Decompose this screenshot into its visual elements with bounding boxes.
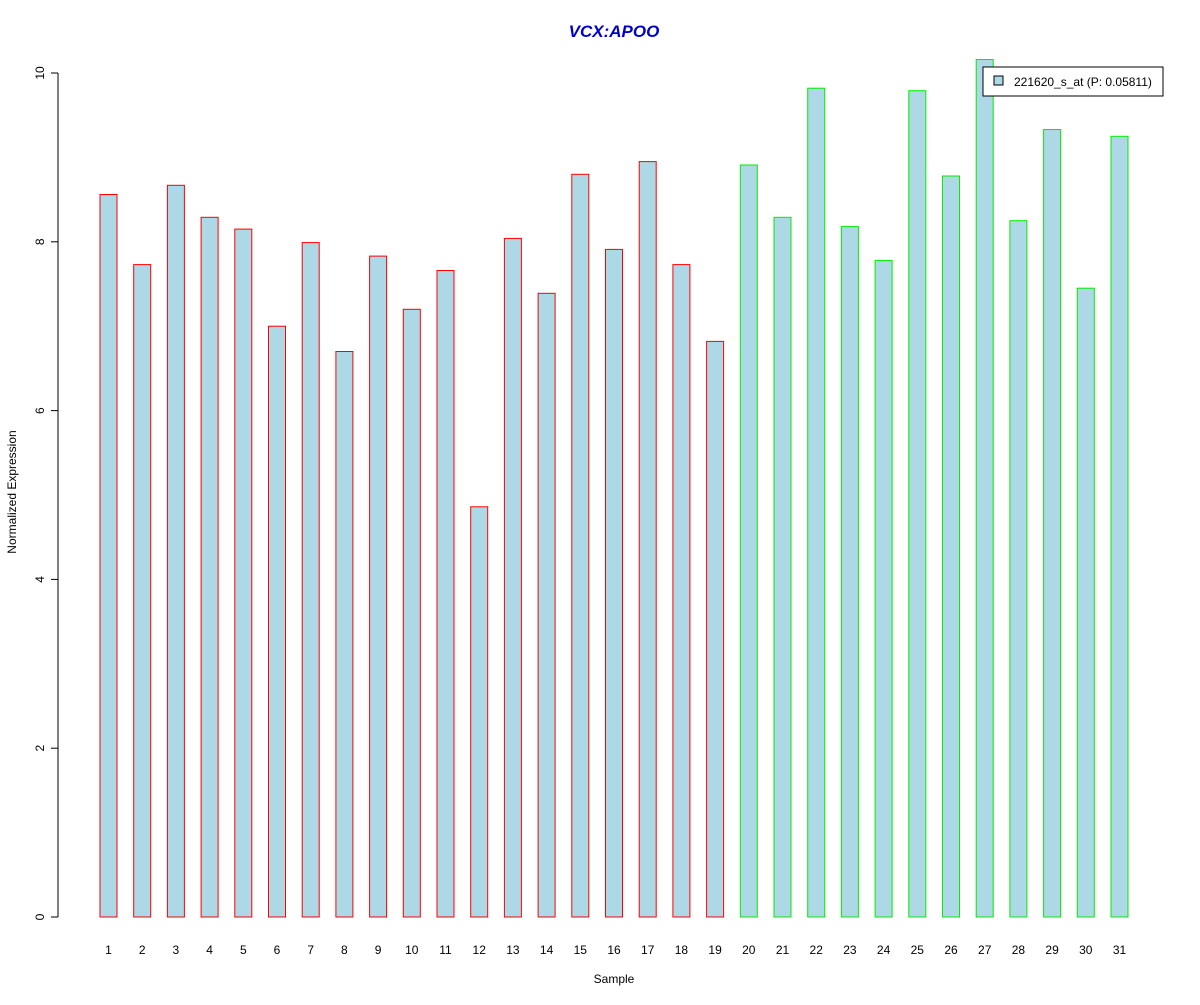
chart-title: VCX:APOO (569, 22, 660, 41)
bar-sample-27 (975, 59, 994, 918)
x-tick-label: 26 (944, 943, 958, 957)
x-tick-label: 10 (405, 943, 419, 957)
bar-sample-17 (638, 161, 657, 918)
x-tick-label: 14 (540, 943, 554, 957)
legend-box (982, 66, 1164, 97)
bar-sample-21 (773, 216, 792, 918)
bar-sample-13 (503, 237, 522, 918)
y-tick-label: 10 (33, 66, 47, 80)
bar-sample-29 (1043, 129, 1062, 918)
legend: 221620_s_at (P: 0.05811) (982, 66, 1164, 97)
bars-group (99, 59, 1129, 918)
bar-sample-31 (1110, 135, 1129, 918)
x-tick-label: 4 (206, 943, 213, 957)
bar-sample-8 (335, 351, 354, 918)
x-tick-label: 2 (139, 943, 146, 957)
x-tick-label: 8 (341, 943, 348, 957)
bar-sample-30 (1076, 287, 1095, 918)
bar-sample-26 (942, 175, 960, 918)
x-tick-label: 22 (810, 943, 824, 957)
bar-sample-20 (739, 164, 758, 918)
bar-sample-24 (874, 259, 893, 918)
bar-sample-19 (706, 340, 725, 918)
bar-sample-10 (402, 308, 421, 918)
x-axis-title: Sample (594, 972, 635, 986)
y-tick-label: 0 (33, 913, 47, 920)
bar-sample-3 (166, 184, 185, 918)
bar-sample-22 (807, 87, 826, 918)
x-tick-label: 7 (307, 943, 314, 957)
x-tick-label: 17 (641, 943, 655, 957)
bar-sample-6 (268, 325, 286, 918)
legend-label: 221620_s_at (P: 0.05811) (1014, 75, 1152, 89)
bar-sample-9 (369, 255, 388, 918)
x-tick-label: 25 (911, 943, 925, 957)
x-tick-label: 31 (1113, 943, 1127, 957)
bar-sample-4 (200, 216, 219, 918)
bar-sample-18 (672, 264, 691, 918)
x-tick-labels: 1 2 3 4 5 6 7 8 9 10 11 12 13 14 15 16 17 18 19 20 21 22 23 24 2… (105, 943, 1126, 957)
bar-sample-5 (234, 228, 253, 918)
x-tick-label: 12 (473, 943, 487, 957)
x-tick-label: 27 (978, 943, 992, 957)
x-tick-label: 28 (1012, 943, 1026, 957)
x-tick-label: 20 (742, 943, 756, 957)
bar-sample-11 (436, 270, 455, 918)
legend-swatch (993, 75, 1004, 86)
x-tick-label: 5 (240, 943, 247, 957)
x-tick-label: 16 (607, 943, 621, 957)
y-tick-label: 4 (33, 576, 47, 583)
x-tick-label: 15 (574, 943, 588, 957)
x-tick-label: 21 (776, 943, 790, 957)
x-tick-label: 11 (439, 943, 452, 957)
bar-sample-15 (571, 173, 590, 918)
bar-sample-12 (470, 506, 489, 918)
x-tick-label: 23 (843, 943, 857, 957)
bar-sample-25 (908, 90, 927, 918)
bar-sample-7 (301, 242, 320, 918)
y-tick-label: 2 (33, 745, 47, 752)
x-tick-label: 3 (173, 943, 180, 957)
x-tick-label: 13 (506, 943, 520, 957)
x-tick-label: 19 (708, 943, 722, 957)
y-axis-title: Normalized Expression (5, 430, 19, 553)
bar-sample-2 (133, 264, 152, 918)
x-tick-label: 9 (375, 943, 382, 957)
x-tick-label: 18 (675, 943, 689, 957)
bar-sample-1 (99, 194, 118, 918)
x-tick-label: 24 (877, 943, 891, 957)
x-tick-label: 29 (1045, 943, 1059, 957)
x-tick-label: 1 (105, 943, 112, 957)
bar-sample-28 (1009, 220, 1028, 918)
bar-sample-16 (605, 248, 623, 918)
y-axis: 0 2 4 6 8 10 (33, 66, 59, 920)
x-tick-label: 30 (1079, 943, 1093, 957)
x-tick-label: 6 (274, 943, 281, 957)
y-tick-label: 8 (33, 238, 47, 245)
bar-sample-14 (537, 292, 556, 918)
bar-sample-23 (840, 226, 859, 918)
y-tick-label: 6 (33, 407, 47, 414)
